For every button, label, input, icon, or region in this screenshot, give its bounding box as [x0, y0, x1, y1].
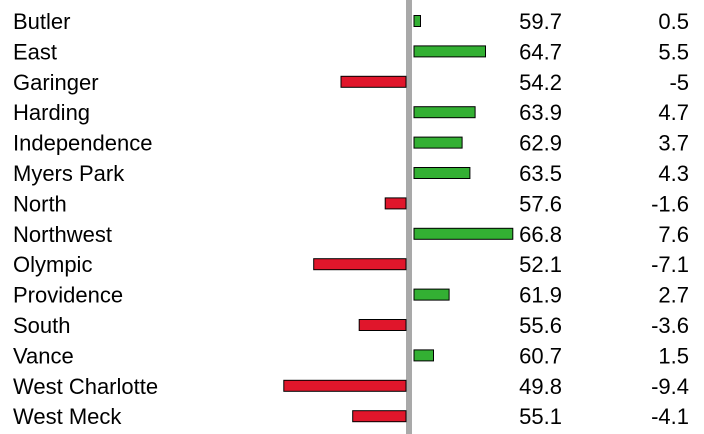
- score-label: 57.6: [519, 191, 562, 216]
- category-label: Independence: [13, 131, 152, 156]
- score-label: 55.1: [519, 404, 562, 429]
- difference-label: -5: [669, 70, 689, 95]
- difference-label: 7.6: [658, 222, 689, 247]
- bar: [384, 197, 407, 210]
- category-label: East: [13, 39, 57, 64]
- difference-label: -9.4: [651, 374, 689, 399]
- score-label: 49.8: [519, 374, 562, 399]
- category-label: Providence: [13, 283, 123, 308]
- difference-label: 4.3: [658, 161, 689, 186]
- score-label: 63.5: [519, 161, 562, 186]
- score-label: 54.2: [519, 70, 562, 95]
- score-label: 59.7: [519, 9, 562, 34]
- score-label: 60.7: [519, 343, 562, 368]
- zero-baseline: [406, 0, 412, 434]
- category-label: North: [13, 191, 67, 216]
- bar: [413, 167, 471, 179]
- bar: [413, 288, 450, 301]
- bar: [413, 349, 434, 362]
- category-label: Butler: [13, 9, 70, 34]
- category-label: Garinger: [13, 70, 99, 95]
- bar: [413, 136, 463, 149]
- category-label: Northwest: [13, 222, 112, 247]
- difference-label: 4.7: [658, 100, 689, 125]
- difference-label: 3.7: [658, 131, 689, 156]
- category-label: West Charlotte: [13, 374, 158, 399]
- score-label: 61.9: [519, 283, 562, 308]
- difference-label: 0.5: [658, 9, 689, 34]
- difference-label: -3.6: [651, 313, 689, 338]
- bar: [413, 45, 486, 58]
- category-label: West Meck: [13, 404, 122, 429]
- category-label: South: [13, 313, 71, 338]
- score-label: 55.6: [519, 313, 562, 338]
- category-label: Olympic: [13, 252, 92, 277]
- bar: [358, 319, 407, 331]
- score-label: 66.8: [519, 222, 562, 247]
- difference-label: -7.1: [651, 252, 689, 277]
- score-label: 52.1: [519, 252, 562, 277]
- bar: [413, 106, 476, 119]
- score-label: 62.9: [519, 131, 562, 156]
- bar: [283, 379, 407, 392]
- bar: [340, 75, 407, 88]
- score-label: 64.7: [519, 39, 562, 64]
- score-label: 63.9: [519, 100, 562, 125]
- bar: [413, 15, 421, 27]
- difference-label: -4.1: [651, 404, 689, 429]
- category-label: Harding: [13, 100, 90, 125]
- bar: [352, 410, 407, 423]
- difference-label: -1.6: [651, 191, 689, 216]
- category-label: Vance: [13, 343, 74, 368]
- bar: [413, 227, 514, 240]
- category-label: Myers Park: [13, 161, 125, 186]
- difference-label: 5.5: [658, 39, 689, 64]
- difference-label: 1.5: [658, 343, 689, 368]
- bar: [313, 258, 407, 271]
- difference-label: 2.7: [658, 283, 689, 308]
